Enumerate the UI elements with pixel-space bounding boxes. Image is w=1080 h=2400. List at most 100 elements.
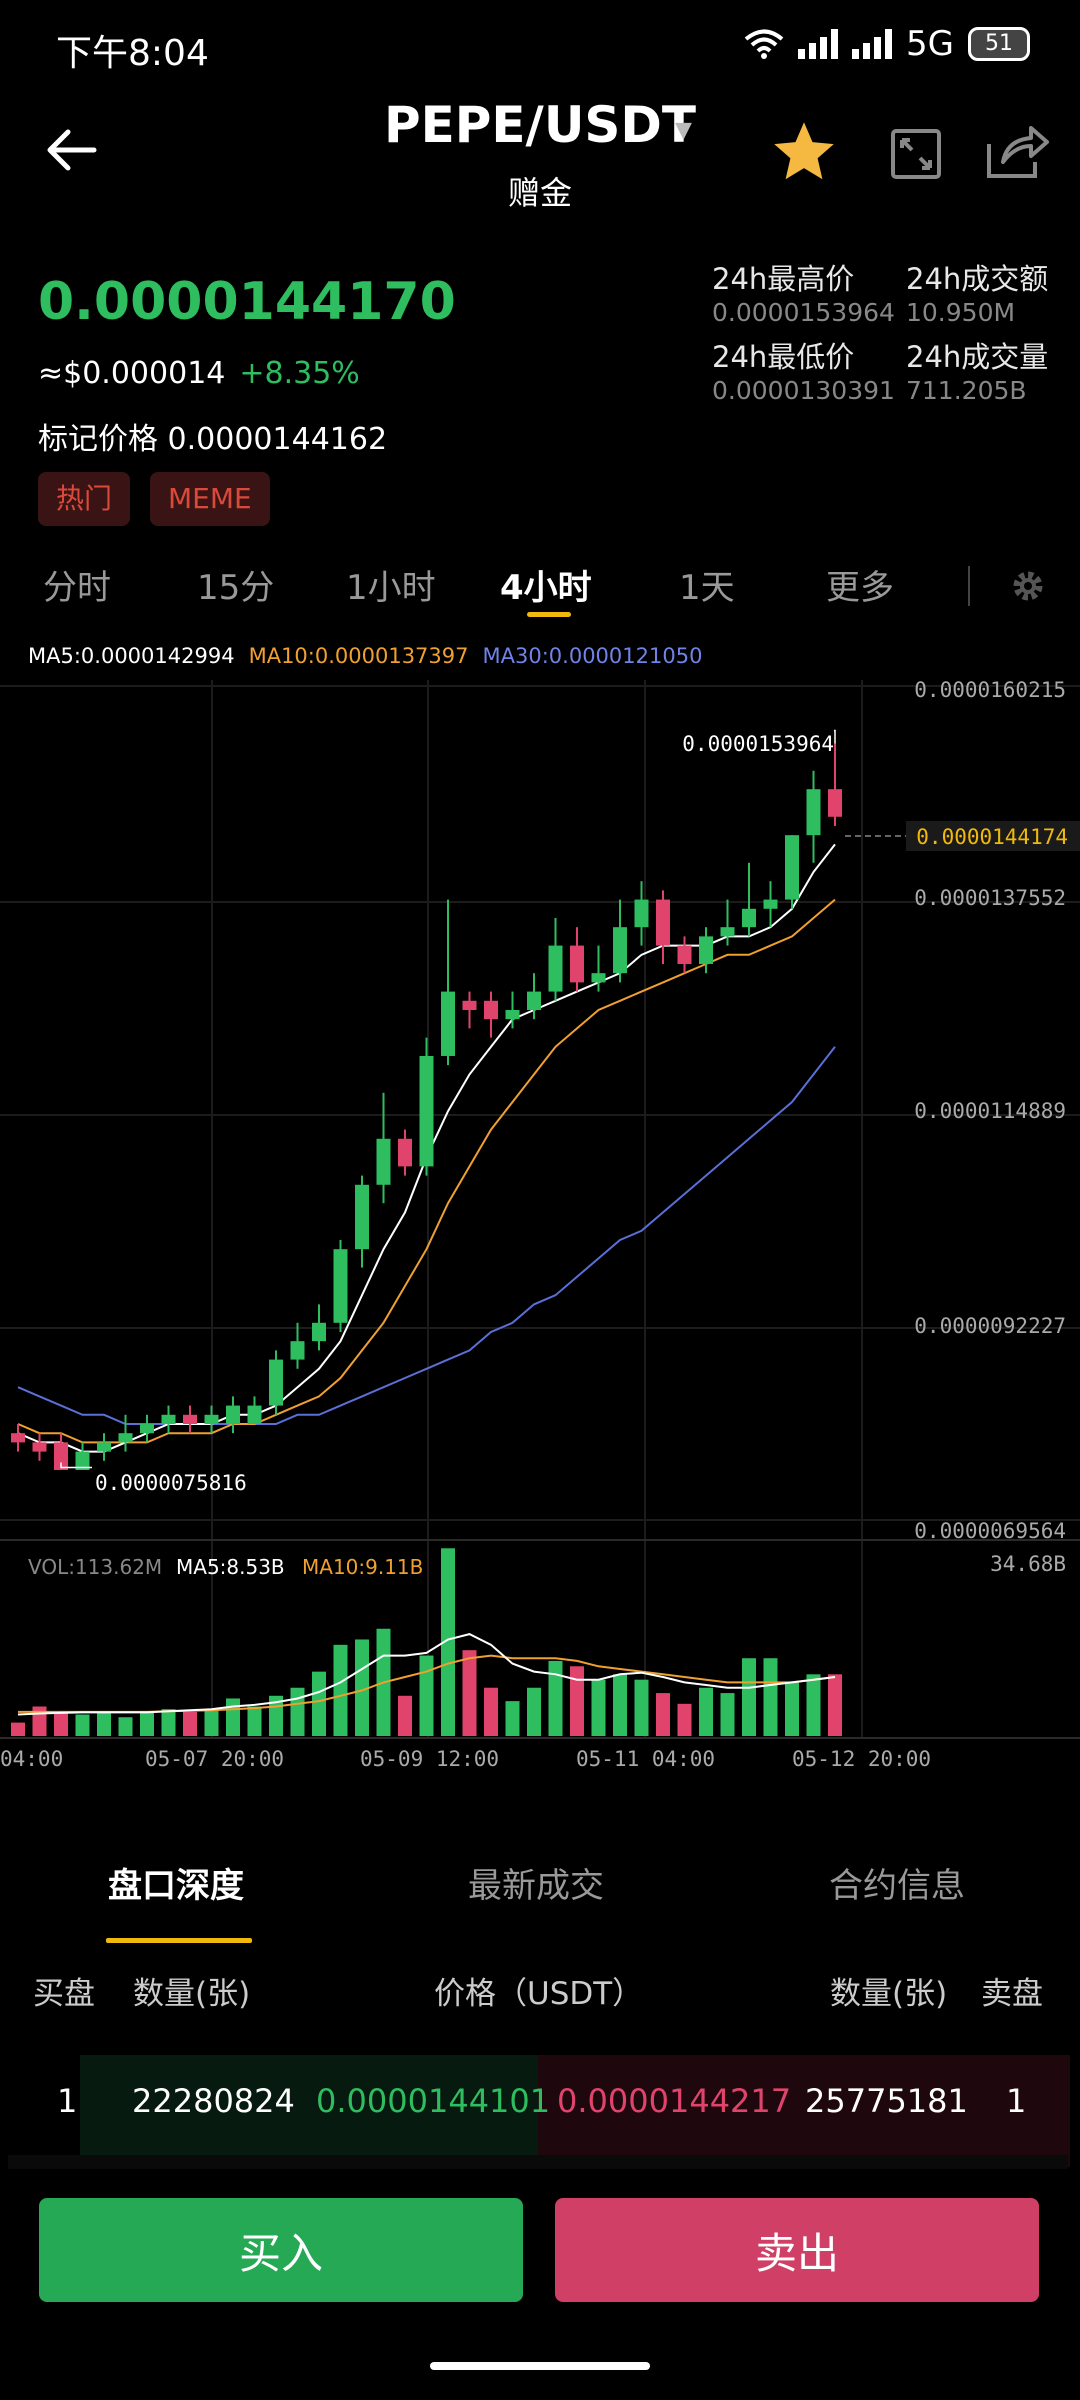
ask-index: 1 — [1006, 2082, 1027, 2120]
battery-icon: 51 — [968, 27, 1030, 61]
volume-bar-19 — [419, 1655, 434, 1736]
x-label-1: 05-07 20:00 — [145, 1747, 284, 1771]
ask-price[interactable]: 0.0000144217 — [557, 2082, 792, 2120]
chart-labels — [60, 729, 836, 1469]
high-marker — [834, 729, 836, 744]
tag-meme[interactable]: MEME — [150, 472, 270, 526]
volume-ma-lines — [17, 1633, 836, 1716]
home-indicator[interactable] — [430, 2362, 650, 2370]
network-type: 5G — [906, 24, 954, 64]
candle-body-6 — [140, 1423, 154, 1434]
y-label-4: 0.0000069564 — [914, 1519, 1066, 1543]
kline-chart[interactable]: 0.0000160215 0.0000137552 0.0000114889 0… — [0, 680, 1080, 1780]
candle-body-29 — [634, 899, 649, 928]
stat-high-value: 0.0000153964 — [712, 298, 895, 327]
ob-header-ask: 卖盘 — [981, 1976, 1043, 2012]
low-marker — [60, 1462, 92, 1469]
y-label-0: 0.0000160215 — [914, 680, 1066, 702]
share-icon[interactable] — [985, 124, 1051, 180]
volume-bar-34 — [742, 1658, 756, 1736]
ma10-legend: MA10:0.0000137397 — [248, 644, 469, 668]
ma10-line — [17, 898, 836, 1444]
sell-button[interactable]: 卖出 — [555, 2198, 1039, 2302]
usd-price: ≈$0.000014 — [38, 356, 226, 391]
candle-body-14 — [312, 1322, 326, 1342]
bid-depth-bar — [80, 2055, 538, 2167]
volume-bar-13 — [290, 1687, 305, 1736]
current-price-label: 0.0000144174 — [916, 825, 1068, 849]
active-tab-indicator — [527, 612, 571, 617]
volume-bar-23 — [505, 1701, 520, 1736]
volume-bar-33 — [720, 1693, 735, 1736]
mark-price-label: 标记价格 — [38, 422, 158, 457]
tab-15min[interactable]: 15分 — [197, 568, 275, 608]
candle-body-26 — [570, 945, 584, 983]
tab-order-depth[interactable]: 盘口深度 — [108, 1866, 244, 1906]
fullscreen-icon[interactable] — [890, 128, 942, 180]
candle-body-24 — [527, 991, 541, 1010]
tab-1h[interactable]: 1小时 — [346, 568, 436, 608]
buy-button[interactable]: 买入 — [39, 2198, 523, 2302]
candle-body-12 — [269, 1359, 283, 1406]
candle-body-35 — [763, 899, 778, 909]
candle-body-18 — [398, 1138, 412, 1167]
last-price: 0.0000144170 — [38, 272, 456, 332]
bid-qty[interactable]: 22280824 — [132, 2082, 295, 2120]
candle-body-31 — [677, 945, 692, 964]
stat-low-label: 24h最低价 — [712, 340, 855, 374]
high-annotation: 0.0000153964 — [682, 732, 834, 756]
volume-bar-22 — [484, 1687, 498, 1736]
bid-price[interactable]: 0.0000144101 — [316, 2082, 551, 2120]
volume-bar-2 — [54, 1711, 68, 1736]
caret-down-icon[interactable]: ▼ — [675, 118, 692, 143]
signal-icon — [798, 29, 839, 59]
y-label-1: 0.0000137552 — [914, 886, 1066, 910]
active-bottom-tab-indicator — [106, 1938, 252, 1943]
back-arrow-icon[interactable] — [40, 118, 104, 182]
candle-body-23 — [505, 1009, 520, 1020]
volume-bar-25 — [548, 1660, 563, 1736]
ma30-legend: MA30:0.0000121050 — [482, 644, 703, 668]
tab-4h[interactable]: 4小时 — [500, 568, 592, 608]
status-time: 下午8:04 — [56, 33, 209, 74]
volume-bar-18 — [398, 1695, 412, 1736]
volume-bar-5 — [118, 1717, 133, 1736]
tab-more[interactable]: 更多 — [826, 568, 894, 608]
tag-hot[interactable]: 热门 — [38, 472, 131, 526]
stat-volume-label: 24h成交量 — [906, 340, 1049, 374]
tab-contract-info[interactable]: 合约信息 — [829, 1866, 965, 1906]
stat-volume-value: 711.205B — [906, 376, 1027, 405]
ob-header-qty-left: 数量(张) — [133, 1976, 251, 2012]
candle-body-7 — [161, 1414, 176, 1424]
volume-bar-0 — [11, 1722, 25, 1736]
x-label-3: 05-11 04:00 — [576, 1747, 715, 1771]
current-price-tag — [906, 821, 1080, 851]
candle-body-5 — [118, 1433, 133, 1443]
tab-time-sharing[interactable]: 分时 — [43, 568, 111, 608]
ask-qty[interactable]: 25775181 — [805, 2082, 968, 2120]
mark-price-row: 标记价格 0.0000144162 — [38, 414, 387, 458]
candle-body-3 — [75, 1451, 90, 1470]
candle-body-30 — [656, 899, 670, 946]
volume-bar-38 — [828, 1674, 842, 1736]
usd-price-row: ≈$0.000014 +8.35% — [38, 356, 360, 391]
volume-bar-32 — [699, 1687, 713, 1736]
pair-title[interactable]: PEPE/USDT — [383, 96, 697, 154]
candle-body-8 — [183, 1414, 197, 1424]
candles — [11, 743, 842, 1470]
y-label-2: 0.0000114889 — [914, 1099, 1066, 1123]
star-icon[interactable] — [770, 118, 838, 186]
candle-body-22 — [484, 1000, 498, 1020]
x-label-0: 04:00 — [0, 1747, 63, 1771]
volume-bar-4 — [97, 1711, 111, 1736]
tab-latest-trades[interactable]: 最新成交 — [468, 1866, 604, 1906]
ma30-line — [17, 1046, 836, 1425]
candle-body-33 — [720, 927, 735, 937]
y-label-3: 0.0000092227 — [914, 1314, 1066, 1338]
gear-icon[interactable] — [1010, 568, 1046, 604]
candle-body-19 — [419, 1055, 434, 1167]
tab-1d[interactable]: 1天 — [679, 568, 735, 608]
volume-bar-16 — [355, 1639, 369, 1736]
volume-bar-14 — [312, 1671, 326, 1736]
vol-ma5-line — [17, 1633, 836, 1716]
